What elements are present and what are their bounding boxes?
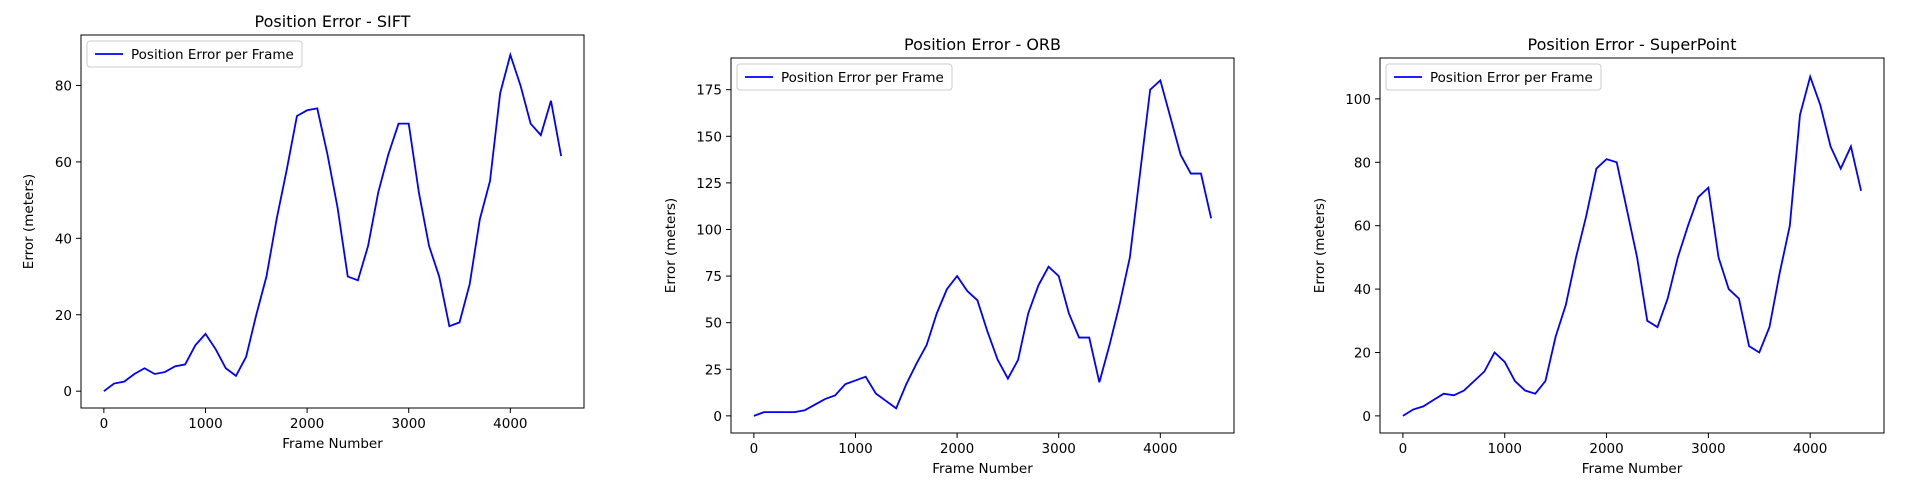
y-tick-label: 150 bbox=[696, 129, 722, 145]
y-tick-label: 175 bbox=[696, 83, 722, 99]
y-tick-label: 40 bbox=[1354, 282, 1371, 298]
x-axis-label: Frame Number bbox=[1582, 461, 1683, 477]
x-tick-label: 2000 bbox=[940, 441, 974, 457]
y-axis-label: Error (meters) bbox=[21, 174, 37, 269]
y-tick-label: 40 bbox=[55, 231, 72, 247]
x-tick-label: 4000 bbox=[1143, 441, 1177, 457]
x-tick-label: 2000 bbox=[290, 416, 324, 432]
x-tick-label: 0 bbox=[1399, 441, 1408, 457]
legend-box bbox=[1385, 63, 1602, 91]
x-tick-label: 1000 bbox=[188, 416, 222, 432]
plot-frame bbox=[80, 34, 585, 409]
chart-title: Position Error - ORB bbox=[904, 35, 1061, 54]
x-axis-label: Frame Number bbox=[282, 436, 383, 452]
legend-label: Position Error per Frame bbox=[1430, 70, 1593, 86]
y-tick-label: 100 bbox=[696, 222, 722, 238]
x-tick-label: 3000 bbox=[392, 416, 426, 432]
y-tick-label: 75 bbox=[705, 269, 722, 285]
y-tick-label: 0 bbox=[1362, 409, 1371, 425]
y-tick-label: 0 bbox=[63, 384, 72, 400]
y-tick-label: 25 bbox=[705, 362, 722, 378]
y-axis-label: Error (meters) bbox=[1312, 198, 1328, 293]
x-tick-label: 2000 bbox=[1589, 441, 1623, 457]
x-tick-label: 4000 bbox=[493, 416, 527, 432]
x-tick-label: 3000 bbox=[1042, 441, 1076, 457]
chart-title: Position Error - SIFT bbox=[255, 12, 411, 31]
y-tick-label: 80 bbox=[1354, 155, 1371, 171]
legend-label: Position Error per Frame bbox=[781, 70, 944, 86]
plot-frame bbox=[730, 57, 1235, 434]
x-tick-label: 1000 bbox=[1488, 441, 1522, 457]
y-tick-label: 125 bbox=[696, 176, 722, 192]
x-tick-label: 4000 bbox=[1793, 441, 1827, 457]
subplot: Position Error - ORB 0 1000 2000 3000 4000 0 25… bbox=[663, 35, 1235, 477]
y-tick-label: 20 bbox=[55, 308, 72, 324]
y-tick-label: 50 bbox=[705, 316, 722, 332]
plot-frame bbox=[1379, 57, 1885, 434]
x-tick-label: 1000 bbox=[838, 441, 872, 457]
y-tick-label: 20 bbox=[1354, 345, 1371, 361]
x-tick-label: 3000 bbox=[1691, 441, 1725, 457]
x-axis-label: Frame Number bbox=[932, 461, 1033, 477]
data-line bbox=[103, 51, 563, 392]
legend-box bbox=[736, 63, 953, 91]
y-tick-label: 80 bbox=[55, 78, 72, 94]
y-tick-label: 60 bbox=[1354, 219, 1371, 235]
y-tick-label: 60 bbox=[55, 155, 72, 171]
subplot: Position Error - SIFT 0 1000 2000 3000 4000 0 2… bbox=[21, 12, 585, 452]
data-line bbox=[1402, 73, 1862, 417]
legend-label: Position Error per Frame bbox=[131, 47, 294, 63]
y-tick-label: 0 bbox=[713, 409, 722, 425]
x-tick-label: 0 bbox=[750, 441, 759, 457]
data-line bbox=[753, 78, 1213, 417]
y-tick-label: 100 bbox=[1345, 92, 1371, 108]
x-tick-label: 0 bbox=[100, 416, 109, 432]
legend-box bbox=[86, 40, 303, 68]
y-axis-label: Error (meters) bbox=[663, 198, 679, 293]
chart-title: Position Error - SuperPoint bbox=[1528, 35, 1737, 54]
